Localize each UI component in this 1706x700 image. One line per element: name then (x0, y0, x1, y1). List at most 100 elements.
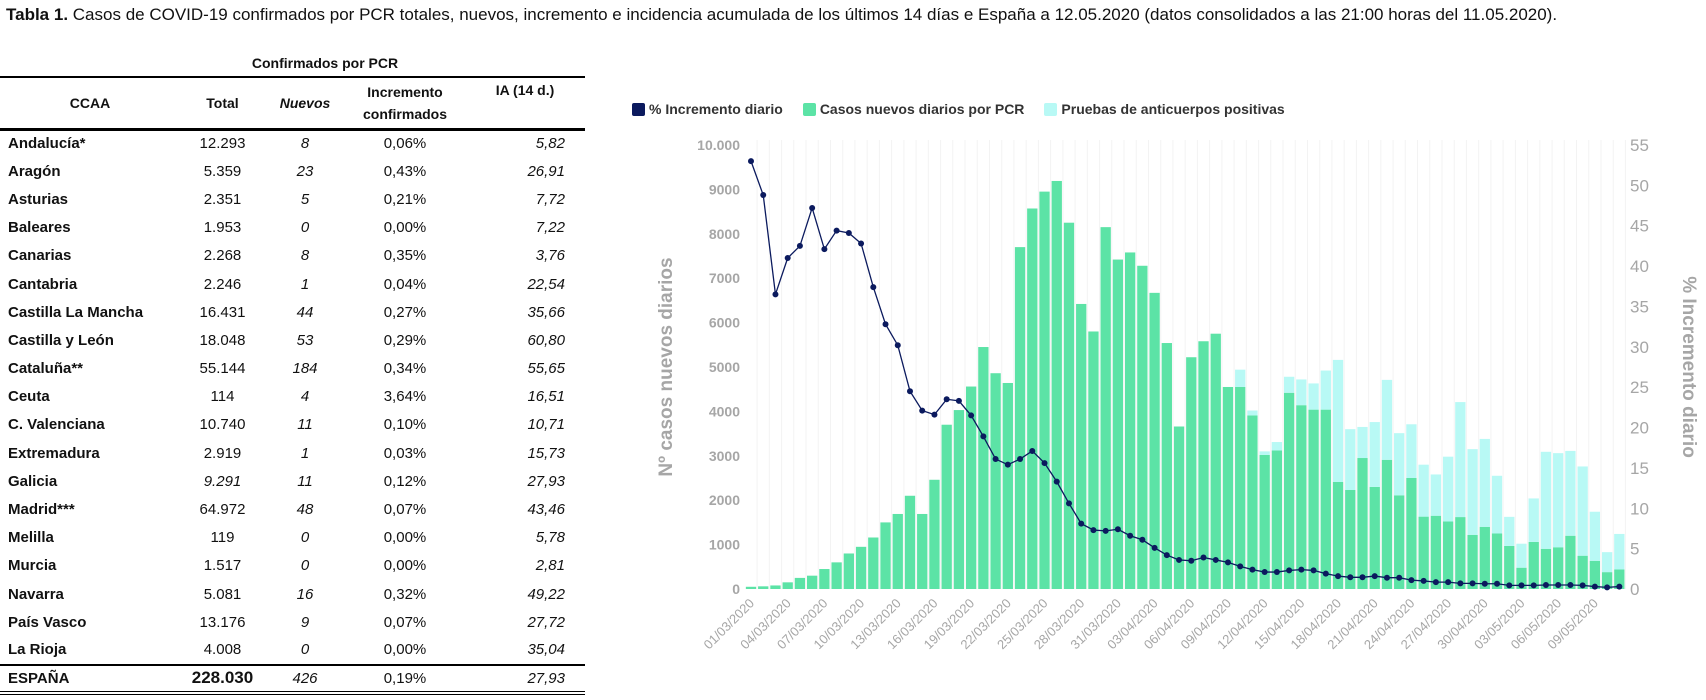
cell-total: 18.048 (199, 331, 246, 349)
covid-cases-table: CCAA Total Nuevos Incremento confirmados… (0, 76, 585, 695)
cell-total: 9.291 (203, 472, 242, 490)
legend-swatch-line (632, 102, 645, 116)
bar-antibody (1565, 450, 1576, 536)
line-point (1396, 574, 1403, 581)
bar-pcr (1601, 572, 1613, 589)
line-point (1616, 583, 1623, 590)
line-point (1579, 582, 1586, 589)
y2-tick-label: 50 (1630, 176, 1649, 195)
cell-nuevos: 1 (300, 444, 310, 462)
line-point (1200, 554, 1207, 561)
bar-pcr (1235, 386, 1246, 589)
line-point (1494, 580, 1501, 587)
bar-pcr (1271, 450, 1283, 589)
cell-ia: 43,46 (527, 501, 565, 519)
bar-pcr (1455, 517, 1466, 589)
y-tick-label: 0 (732, 581, 740, 597)
cell-nuevos: 0 (300, 557, 310, 575)
cell-incremento: 0,03% (383, 444, 427, 462)
legend-label: Pruebas de anticuerpos positivas (1061, 101, 1285, 117)
table-row: Castilla La Mancha 16.431 44 0,27% 35,66 (0, 298, 585, 326)
line-point (931, 411, 938, 418)
cell-total: 4.008 (203, 641, 242, 659)
line-point (1359, 574, 1366, 581)
cell-nuevos: 11 (297, 472, 313, 490)
bar-antibody (1430, 474, 1442, 516)
bar-pcr (953, 410, 965, 589)
bar-pcr (1198, 341, 1209, 589)
cell-total: 10.740 (199, 416, 246, 434)
line-point (748, 158, 754, 165)
bar-pcr (1332, 481, 1344, 589)
cell-incremento: 0,07% (383, 501, 427, 519)
cell-ia: 55,65 (527, 360, 565, 378)
bar-pcr (1308, 409, 1319, 589)
line-point (1151, 544, 1158, 551)
bar-pcr (929, 479, 940, 589)
y2-tick-label: 30 (1630, 338, 1649, 357)
bar-pcr (1614, 569, 1625, 589)
y-tick-label: 2000 (709, 492, 740, 508)
bar-antibody (1467, 449, 1478, 535)
bar-antibody (1516, 543, 1527, 568)
table-row: Castilla y León 18.048 53 0,29% 60,80 (0, 326, 585, 354)
bar-pcr (1124, 252, 1136, 589)
cell-ia: 35,66 (527, 303, 565, 321)
line-point (992, 456, 999, 463)
table-row: Galicia 9.291 11 0,12% 27,93 (0, 467, 585, 495)
line-point (1078, 520, 1085, 527)
y2-tick-label: 5 (1630, 540, 1639, 559)
cell-total: 5.081 (203, 585, 242, 603)
line-point (1102, 527, 1109, 534)
bar-pcr (990, 373, 1001, 589)
y2-tick-label: 40 (1630, 257, 1649, 276)
line-point (1445, 579, 1452, 586)
legend-swatch-antibody (1044, 102, 1058, 116)
y2-tick-label: 25 (1630, 378, 1649, 397)
y-tick-label: 4000 (709, 403, 740, 419)
cell-incremento: 0,06% (383, 135, 427, 153)
y2-tick-label: 20 (1630, 419, 1649, 438)
line-point (1591, 583, 1598, 590)
bar-pcr (1014, 247, 1026, 589)
bar-pcr (1442, 521, 1454, 589)
line-point (1163, 552, 1170, 559)
bar-pcr (1259, 454, 1270, 589)
cell-ccaa: Andalucía* (8, 135, 86, 153)
table-header: CCAA Total Nuevos Incremento confirmados… (0, 77, 585, 129)
bar-antibody (1577, 466, 1588, 556)
y-tick-label: 6000 (709, 315, 740, 331)
bar-antibody (1418, 464, 1429, 517)
y-axis-title: Nº casos nuevos diarios (656, 257, 677, 476)
cell-incremento: 0,00% (383, 529, 427, 547)
line-point (1249, 566, 1256, 573)
cell-total: 114 (210, 388, 235, 406)
cell-ccaa: Castilla y León (8, 331, 114, 349)
bar-pcr (1369, 486, 1380, 589)
bar-pcr (1210, 333, 1221, 589)
line-point (1555, 581, 1562, 588)
cell-incremento: 0,00% (383, 219, 427, 237)
cell-nuevos: 0 (300, 529, 310, 547)
bar-antibody (1369, 422, 1380, 487)
bar-pcr (1418, 516, 1429, 589)
line-point (943, 396, 950, 403)
cell-ia: 15,73 (527, 444, 565, 462)
cell-nuevos: 4 (300, 388, 310, 406)
cell-total: 12.293 (199, 135, 246, 153)
table-row: Aragón 5.359 23 0,43% 26,91 (0, 157, 585, 185)
cell-ia: 27,93 (527, 472, 565, 490)
line-point (1261, 569, 1268, 576)
bar-antibody (1271, 442, 1283, 451)
cell-nuevos: 48 (296, 501, 314, 519)
cell-incremento: 0,07% (383, 613, 427, 631)
caption-text: Casos de COVID-19 confirmados por PCR to… (72, 5, 1558, 24)
bar-pcr (1296, 405, 1307, 589)
line-point (1053, 478, 1060, 485)
cell-ccaa: Cataluña** (8, 360, 84, 378)
bar-pcr (941, 424, 952, 589)
cell-total: 1.953 (203, 219, 242, 237)
y2-tick-label: 35 (1630, 297, 1649, 316)
bar-pcr (1063, 222, 1075, 589)
